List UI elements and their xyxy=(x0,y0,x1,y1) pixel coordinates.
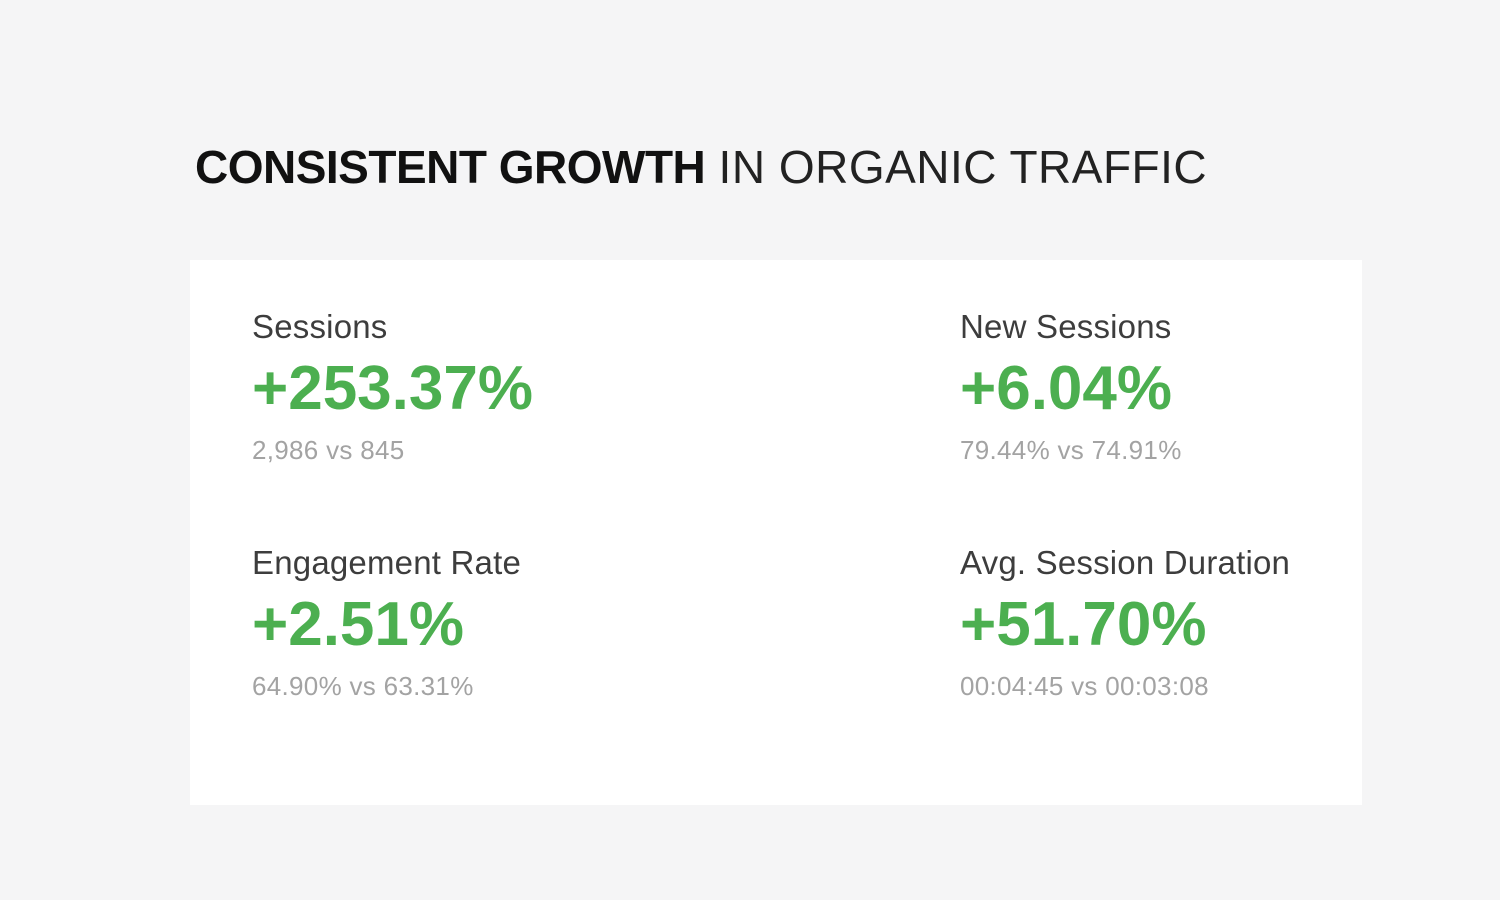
metric-avg-session-duration: Avg. Session Duration +51.70% 00:04:45 v… xyxy=(960,544,1322,750)
metric-comparison: 64.90% vs 63.31% xyxy=(252,671,474,702)
metric-comparison: 79.44% vs 74.91% xyxy=(960,435,1182,466)
metric-change: +253.37% xyxy=(252,354,533,423)
metric-new-sessions: New Sessions +6.04% 79.44% vs 74.91% xyxy=(960,308,1322,514)
metric-label: Avg. Session Duration xyxy=(960,544,1291,581)
page-title-bold: CONSISTENT GROWTH xyxy=(195,141,706,193)
metric-sessions: Sessions +253.37% 2,986 vs 845 xyxy=(252,308,960,514)
page-title: CONSISTENT GROWTH IN ORGANIC TRAFFIC xyxy=(195,142,1207,193)
page-title-regular: IN ORGANIC TRAFFIC xyxy=(705,141,1208,193)
metric-change: +51.70% xyxy=(960,590,1207,659)
metric-change: +2.51% xyxy=(252,590,465,659)
metric-comparison: 00:04:45 vs 00:03:08 xyxy=(960,671,1209,702)
metric-label: Sessions xyxy=(252,308,388,345)
metrics-card: Sessions +253.37% 2,986 vs 845 New Sessi… xyxy=(190,260,1362,805)
metric-change: +6.04% xyxy=(960,354,1173,423)
metric-comparison: 2,986 vs 845 xyxy=(252,435,405,466)
metric-label: New Sessions xyxy=(960,308,1172,345)
metric-engagement-rate: Engagement Rate +2.51% 64.90% vs 63.31% xyxy=(252,544,960,750)
metric-label: Engagement Rate xyxy=(252,544,522,581)
